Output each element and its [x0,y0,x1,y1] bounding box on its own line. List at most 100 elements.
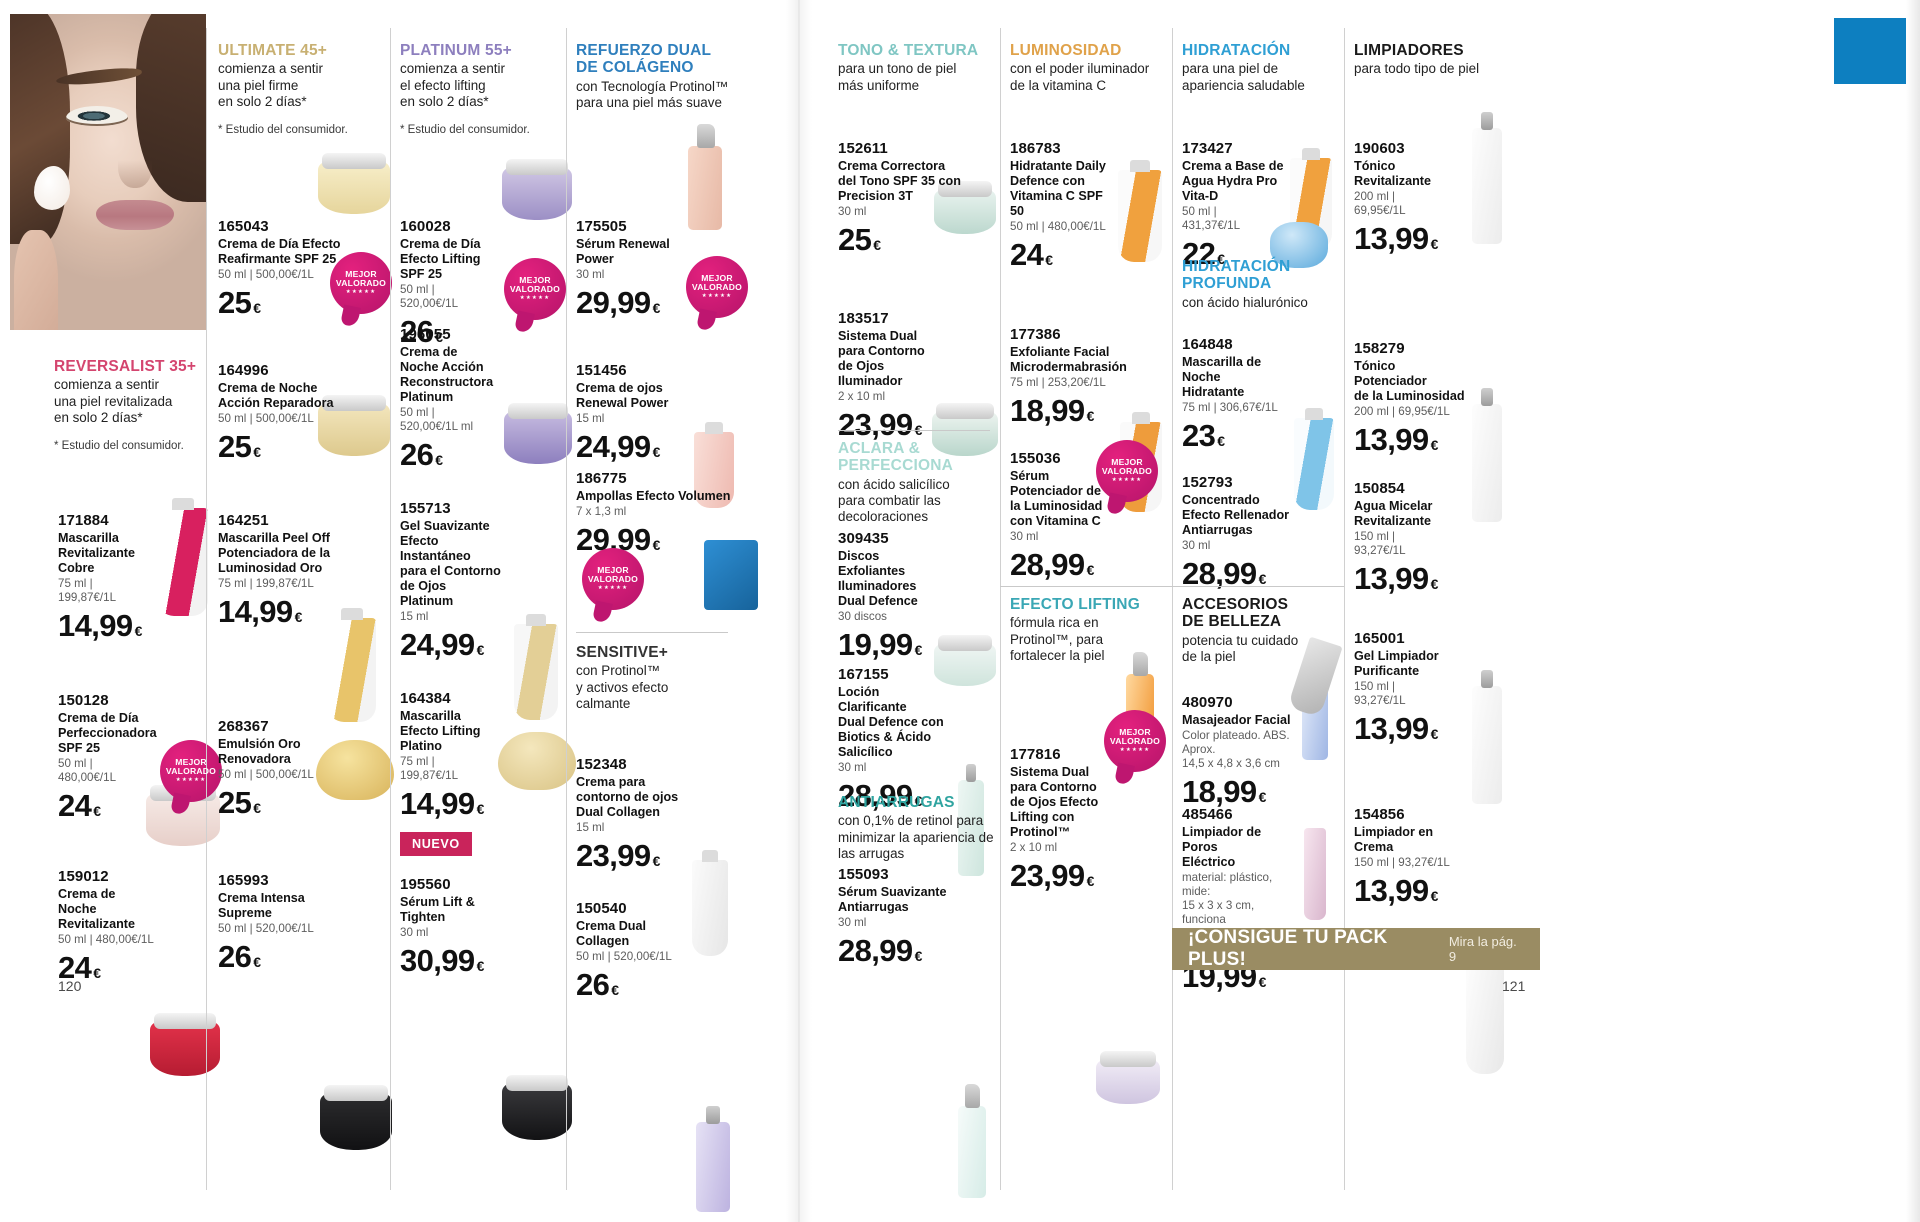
product-size: 50 ml | 500,00€/1L [218,767,314,781]
product-price: 18,99 € [1182,774,1267,810]
product-171884[interactable]: 171884 Mascarilla Revitalizante Cobre 75… [58,512,234,641]
product-size: 30 ml [838,761,867,775]
product-164848[interactable]: 164848 Mascarilla de Noche Hidratante 75… [1182,336,1292,451]
product-photo-186775 [704,540,758,610]
column-platinum: PLATINUM 55+ comienza a sentir el efecto… [390,0,576,1222]
product-154856[interactable]: 154856 Limpiador en Crema 150 ml | 93,27… [1354,806,1472,906]
product-name: Exfoliante Facial Microdermabrasión [1010,344,1127,374]
product-150128[interactable]: 150128 Crema de Día Perfeccionadora SPF … [58,692,234,821]
product-name: Crema para contorno de ojos Dual Collage… [576,774,679,819]
product-196055[interactable]: 196055 Crema de Noche Acción Reconstruct… [400,326,512,470]
product-165001[interactable]: 165001 Gel Limpiador Purificante 150 ml … [1354,630,1458,744]
product-ref: 155036 [1010,450,1061,467]
product-price: 23,99€ [1010,858,1095,894]
column-ultimate: ULTIMATE 45+ comienza a sentir una piel … [206,0,394,1222]
product-164384[interactable]: 164384 Mascarilla Efecto Lifting Platino… [400,690,508,819]
product-size: 150 ml | 93,27€/1L [1354,679,1406,708]
product-158279[interactable]: 158279 Tónico Potenciador de la Luminosi… [1354,340,1470,455]
product-ref: 164848 [1182,336,1233,353]
product-480970[interactable]: 480970 Masajeador Facial Color plateado.… [1182,694,1298,807]
product-name: Limpiador en Crema [1354,824,1434,854]
product-price: 14,99 € [58,608,143,644]
product-ref: 480970 [1182,694,1233,711]
product-ref: 190603 [1354,140,1405,157]
product-155713[interactable]: 155713 Gel Suavizante Efecto Instantáneo… [400,500,510,660]
product-photo-268367 [316,740,394,800]
product-155036[interactable]: 155036 Sérum Potenciador de la Luminosid… [1010,450,1106,580]
product-190603[interactable]: 190603 Tónico Revitalizante 200 ml | 69,… [1354,140,1454,254]
product-164251[interactable]: 164251 Mascarilla Peel Off Potenciadora … [218,512,394,627]
product-name: Concentrado Efecto Rellenador Antiarruga… [1182,492,1290,537]
product-price: 19,99 € [838,627,923,663]
product-photo-186783 [1118,160,1162,262]
product-150540[interactable]: 150540 Crema Dual Collagen 50 ml | 520,0… [576,900,696,1000]
product-price: 24,99 € [400,627,485,663]
product-159012[interactable]: 159012 Crema de Noche Revitalizante 50 m… [58,868,234,983]
nuevo-badge: NUEVO [400,832,472,856]
family-subtitle: fórmula rica en Protinol™, para fortalec… [1010,615,1105,664]
family-title: HIDRATACIÓN PROFUNDA [1182,258,1291,293]
product-150854[interactable]: 150854 Agua Micelar Revitalizante 150 ml… [1354,480,1464,594]
product-164996[interactable]: 164996 Crema de Noche Acción Reparadora … [218,362,394,462]
product-167155[interactable]: 167155 Loción Clarificante Dual Defence … [838,666,950,811]
product-ref: 152348 [576,756,627,773]
section-divider [1172,586,1344,587]
product-152348[interactable]: 152348 Crema para contorno de ojos Dual … [576,756,686,871]
pack-plus-banner[interactable]: ¡CONSIGUE TU PACK PLUS! Mira la pág. 9 [1172,927,1540,970]
family-subtitle: con ácido salicílico para combatir las d… [838,476,950,525]
product-photo-158279 [1472,388,1502,522]
product-177386[interactable]: 177386 Exfoliante Facial Microdermabrasi… [1010,326,1128,426]
product-183517[interactable]: 183517 Sistema Dual para Contorno de Ojo… [838,310,946,440]
family-limpiadores: LIMPIADORES para todo tipo de piel [1354,42,1524,78]
product-size: 30 ml [838,205,867,219]
product-name: Mascarilla Efecto Lifting Platino [400,708,481,753]
column-refuerzo: REFUERZO DUAL DE COLÁGENO con Tecnología… [566,0,786,1222]
product-173427[interactable]: 173427 Crema a Base de Agua Hydra Pro Vi… [1182,140,1286,269]
product-size: 50 ml | 520,00€/1L [576,949,672,963]
page-number-right: 121 [1502,978,1526,994]
product-name: Gel Suavizante Efecto Instantáneo para e… [400,518,501,609]
product-ref: 164384 [400,690,451,707]
family-title: ACCESORIOS DE BELLEZA [1182,596,1289,631]
product-160028[interactable]: 160028 Crema de Día Efecto Lifting SPF 2… [400,218,508,347]
best-rated-badge: MEJOR VALORADO ★★★★★ [504,258,566,320]
product-152611[interactable]: 152611 Crema Correctora del Tono SPF 35 … [838,140,968,255]
product-price: 26 € [400,314,444,350]
product-ref: 268367 [218,718,269,735]
product-photo-152348 [692,850,728,956]
product-ref: 175505 [576,218,627,235]
product-165043[interactable]: 165043 Crema de Día Efecto Reafirmante S… [218,218,394,318]
column-reversalist: REVERSALIST 35+ comienza a sentir una pi… [10,0,222,1222]
product-ref: 151456 [576,362,627,379]
product-186775[interactable]: 186775 Ampollas Efecto Volumen 7 x 1,3 m… [576,470,746,555]
product-177816[interactable]: 177816 Sistema Dual para Contorno de Ojo… [1010,746,1106,891]
product-175505[interactable]: 175505 Sérum Renewal Power 30 ml 29,99 € [576,218,686,318]
product-186783[interactable]: 186783 Hidratante Daily Defence con Vita… [1010,140,1120,270]
product-name: Crema Intensa Supreme [218,890,305,920]
column-luminosidad: LUMINOSIDAD con el poder iluminador de l… [1000,0,1172,1222]
product-ref: 164996 [218,362,269,379]
family-platinum: PLATINUM 55+ comienza a sentir el efecto… [400,42,558,136]
product-price: 14,99 € [400,786,485,822]
product-size: Color plateado. ABS. Aprox. 14,5 x 4,8 x… [1182,728,1290,771]
product-price: 28,99 € [1010,547,1095,583]
product-name: Masajeador Facial [1182,712,1291,727]
product-size: 50 ml | 431,37€/1L [1182,205,1241,233]
product-152793[interactable]: 152793 Concentrado Efecto Rellenador Ant… [1182,474,1294,589]
product-ref: 155713 [400,500,451,517]
product-195560[interactable]: 195560 Sérum Lift & Tighten 30 ml 30,99 € [400,876,512,976]
product-155093[interactable]: 155093 Sérum Suavizante Antiarrugas 30 m… [838,866,954,966]
product-photo-195560 [502,1075,572,1140]
product-ref: 155093 [838,866,889,883]
product-ref: 150540 [576,900,627,917]
best-rated-badge: MEJOR VALORADO ★★★★★ [1096,440,1158,502]
product-size: 30 ml [838,915,867,929]
product-151456[interactable]: 151456 Crema de ojos Renewal Power 15 ml… [576,362,686,462]
product-price: 30,99 € [400,943,485,979]
product-165993[interactable]: 165993 Crema Intensa Supreme 50 ml | 520… [218,872,394,972]
product-photo-167155 [958,764,984,876]
product-268367[interactable]: 268367 Emulsión Oro Renovadora 50 ml | 5… [218,718,394,818]
product-price: 26 € [400,437,444,473]
product-309435[interactable]: 309435 Discos Exfoliantes Iluminadores D… [838,530,938,660]
product-photo-164996 [318,395,390,456]
